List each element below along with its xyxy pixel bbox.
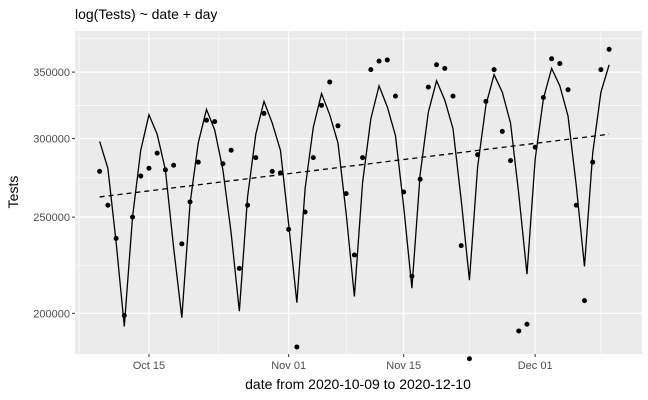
y-tick-label: 300000 bbox=[33, 134, 70, 146]
data-point bbox=[228, 147, 234, 153]
data-point bbox=[327, 79, 333, 85]
data-point bbox=[508, 158, 514, 164]
data-point bbox=[360, 155, 366, 161]
data-point bbox=[434, 62, 440, 68]
data-point bbox=[475, 152, 481, 158]
data-point bbox=[417, 176, 423, 182]
data-point bbox=[425, 84, 431, 90]
data-point bbox=[573, 202, 579, 208]
data-point bbox=[138, 173, 144, 179]
data-point bbox=[277, 170, 283, 176]
data-point bbox=[549, 56, 555, 62]
data-point bbox=[409, 273, 415, 279]
data-point bbox=[343, 191, 349, 197]
x-tick-label: Dec 01 bbox=[518, 360, 553, 372]
data-point bbox=[319, 102, 325, 108]
data-point bbox=[146, 165, 152, 171]
data-point bbox=[154, 150, 160, 156]
y-axis-title: Tests bbox=[5, 176, 21, 209]
data-point bbox=[171, 162, 177, 168]
data-point bbox=[105, 202, 111, 208]
data-point bbox=[368, 67, 374, 73]
x-tick-label: Nov 01 bbox=[271, 360, 306, 372]
data-point bbox=[195, 159, 201, 165]
data-point bbox=[491, 67, 497, 73]
data-point bbox=[376, 58, 382, 64]
x-tick-label: Nov 15 bbox=[386, 360, 421, 372]
data-point bbox=[590, 159, 596, 165]
trend-line-path bbox=[99, 133, 610, 198]
data-point bbox=[212, 119, 218, 125]
data-point bbox=[557, 61, 563, 67]
data-point bbox=[458, 243, 464, 249]
data-point bbox=[401, 189, 407, 195]
fit-line bbox=[99, 64, 610, 327]
data-point bbox=[581, 298, 587, 304]
data-point bbox=[310, 155, 316, 161]
data-point bbox=[598, 67, 604, 73]
data-point bbox=[294, 344, 300, 350]
data-point bbox=[253, 155, 259, 161]
data-point bbox=[179, 241, 185, 247]
data-point bbox=[245, 202, 251, 208]
data-point bbox=[392, 93, 398, 99]
data-point bbox=[162, 167, 168, 173]
data-point bbox=[516, 328, 522, 334]
data-point bbox=[236, 265, 242, 271]
grid-major bbox=[75, 31, 642, 354]
data-point bbox=[524, 321, 530, 327]
x-axis: Oct 15 Nov 01 Nov 15 Dec 01 bbox=[133, 354, 553, 372]
data-point bbox=[532, 144, 538, 150]
trend-line bbox=[99, 133, 610, 198]
y-tick-label: 200000 bbox=[33, 308, 70, 320]
data-point bbox=[442, 65, 448, 71]
data-point bbox=[483, 98, 489, 104]
data-points bbox=[97, 46, 612, 362]
data-point bbox=[450, 93, 456, 99]
y-tick-label: 250000 bbox=[33, 212, 70, 224]
data-point bbox=[130, 214, 136, 220]
data-point bbox=[351, 252, 357, 258]
data-point bbox=[261, 110, 267, 116]
fit-line-path bbox=[99, 64, 610, 327]
data-point bbox=[187, 199, 193, 205]
data-point bbox=[113, 235, 119, 241]
data-point bbox=[335, 123, 341, 129]
data-point bbox=[269, 168, 275, 174]
data-point bbox=[302, 209, 308, 215]
data-point bbox=[466, 356, 472, 362]
data-point bbox=[220, 161, 226, 167]
data-point bbox=[121, 313, 127, 318]
data-point bbox=[384, 57, 390, 63]
x-axis-title: date from 2020-10-09 to 2020-12-10 bbox=[245, 376, 471, 392]
data-point bbox=[565, 87, 571, 93]
x-tick-label: Oct 15 bbox=[133, 360, 165, 372]
data-point bbox=[540, 94, 546, 100]
chart-title: log(Tests) ~ date + day bbox=[75, 6, 217, 22]
data-point bbox=[606, 46, 612, 52]
data-point bbox=[286, 226, 292, 232]
data-point bbox=[97, 168, 103, 174]
y-axis: 200000 250000 300000 350000 bbox=[33, 67, 75, 320]
data-point bbox=[499, 128, 505, 134]
data-point bbox=[203, 117, 209, 123]
y-tick-label: 350000 bbox=[33, 67, 70, 79]
grid-minor bbox=[75, 31, 642, 354]
